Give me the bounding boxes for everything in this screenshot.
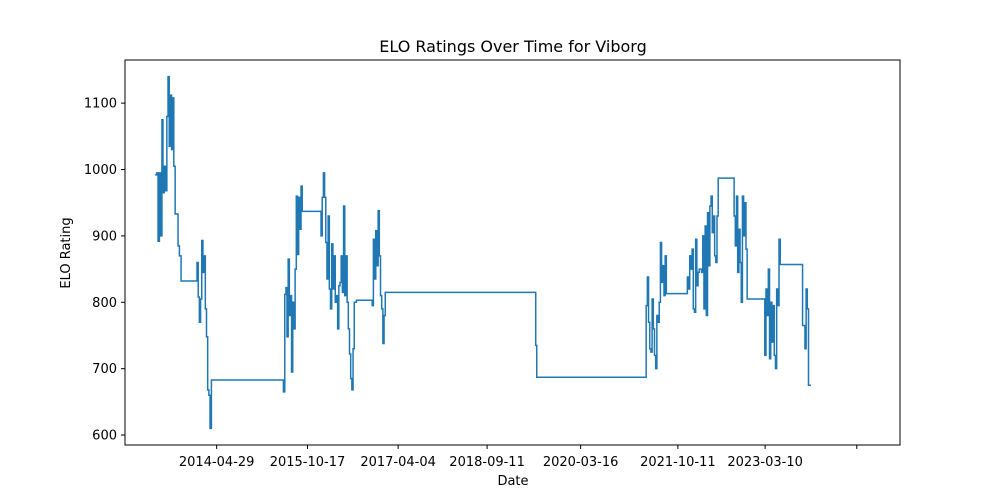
y-axis-label: ELO Rating [59,217,74,288]
x-tick-label-1: 2015-10-17 [270,455,346,470]
y-tick-label-0: 600 [92,429,117,444]
y-tick-label-3: 900 [92,229,117,244]
x-tick-label-6: 2023-03-10 [727,455,803,470]
x-tick-label-0: 2014-04-29 [179,455,255,470]
x-axis-label: Date [497,474,528,489]
y-tick-label-2: 800 [92,296,117,311]
y-tick-label-4: 1000 [84,163,117,178]
x-tick-label-3: 2018-09-11 [449,455,525,470]
x-axis: 2014-04-29 2015-10-17 2017-04-04 2018-09-11… [179,445,858,470]
series-layer [155,75,811,430]
chart-title: ELO Ratings Over Time for Viborg [379,37,646,56]
plot-frame [124,59,901,446]
series-line-0 [155,75,811,430]
y-tick-label-1: 700 [92,362,117,377]
x-tick-label-2: 2017-04-04 [360,455,436,470]
y-axis: 600 700 800 900 1000 1100 [84,97,125,444]
x-tick-label-5: 2021-10-11 [640,455,716,470]
x-tick-label-4: 2020-03-16 [543,455,619,470]
y-tick-label-5: 1100 [84,97,117,112]
